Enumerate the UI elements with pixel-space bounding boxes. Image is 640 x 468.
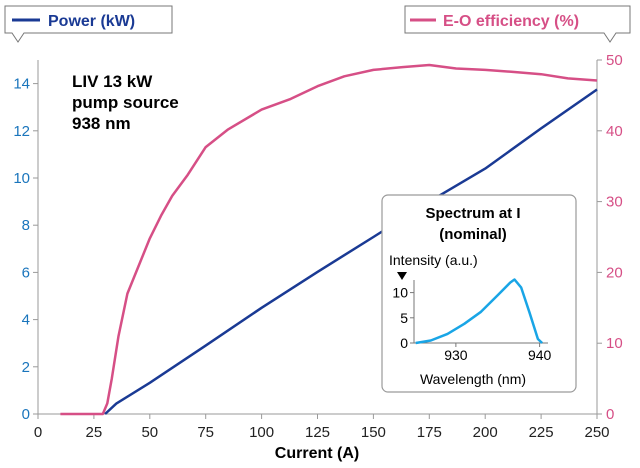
y-left-tick-label: 10 xyxy=(13,170,30,187)
annotation-line-2: pump source xyxy=(72,93,179,112)
y-right-tick-label: 40 xyxy=(606,123,623,140)
y-left-tick-label: 2 xyxy=(22,359,30,376)
x-tick-label: 225 xyxy=(529,424,554,441)
legend-right: E-O efficiency (%) xyxy=(404,5,631,43)
series-line-power xyxy=(104,88,598,415)
y-left-tick-label: 0 xyxy=(22,406,30,423)
inset-y-arrow-icon xyxy=(397,272,407,280)
y-left-ticks: 0 2 4 6 8 10 12 14 xyxy=(13,76,38,423)
inset-spectrum: Spectrum at I (nominal) Intensity (a.u.)… xyxy=(381,194,577,393)
inset-x-ticks: 930 940 xyxy=(444,343,552,363)
y-left-tick-label: 14 xyxy=(13,76,30,93)
inset-spectrum-line xyxy=(415,278,543,345)
x-ticks: 0 25 50 75 100 125 150 175 200 225 250 xyxy=(34,414,610,441)
x-tick-label: 175 xyxy=(417,424,442,441)
inset-title-line-2: (nominal) xyxy=(439,226,507,243)
legend-power-label: Power (kW) xyxy=(48,13,135,30)
inset-x-tick-label: 940 xyxy=(528,347,552,363)
y-right-ticks: 0 10 20 30 40 50 xyxy=(597,52,623,423)
x-tick-label: 150 xyxy=(361,424,386,441)
legend-efficiency-label: E-O efficiency (%) xyxy=(443,13,579,30)
series-line-efficiency xyxy=(60,63,598,416)
inset-y-ticks: 0 5 10 xyxy=(392,285,414,351)
inset-y-tick-label: 0 xyxy=(400,335,408,351)
inset-y-tick-label: 5 xyxy=(400,310,408,326)
y-right-tick-label: 10 xyxy=(606,335,623,352)
x-tick-label: 50 xyxy=(141,424,158,441)
legend-left-box xyxy=(4,5,173,43)
inset-y-tick-label: 10 xyxy=(392,285,408,301)
x-tick-label: 25 xyxy=(86,424,103,441)
y-right-tick-label: 30 xyxy=(606,194,623,211)
x-tick-label: 200 xyxy=(473,424,498,441)
annotation-line-3: 938 nm xyxy=(72,114,131,133)
y-left-tick-label: 8 xyxy=(22,217,30,234)
inset-y-label: Intensity (a.u.) xyxy=(389,252,478,268)
y-right-tick-label: 50 xyxy=(606,52,623,69)
x-tick-label: 100 xyxy=(249,424,274,441)
x-tick-label: 75 xyxy=(197,424,214,441)
y-right-tick-label: 0 xyxy=(606,406,614,423)
x-axis-title: Current (A) xyxy=(275,445,359,462)
legend-left: Power (kW) xyxy=(4,5,173,43)
x-tick-label: 125 xyxy=(305,424,330,441)
annotation-line-1: LIV 13 kW xyxy=(72,72,153,91)
legend-right-box xyxy=(404,5,631,43)
y-left-tick-label: 12 xyxy=(13,123,30,140)
y-left-tick-label: 6 xyxy=(22,264,30,281)
inset-title-line-1: Spectrum at I xyxy=(425,205,520,222)
y-right-tick-label: 20 xyxy=(606,264,623,281)
x-tick-label: 0 xyxy=(34,424,42,441)
inset-x-label: Wavelength (nm) xyxy=(420,371,526,387)
annotation: LIV 13 kW pump source 938 nm xyxy=(72,72,179,133)
inset-x-tick-label: 930 xyxy=(444,347,468,363)
y-left-tick-label: 4 xyxy=(22,312,30,329)
x-tick-label: 250 xyxy=(584,424,609,441)
